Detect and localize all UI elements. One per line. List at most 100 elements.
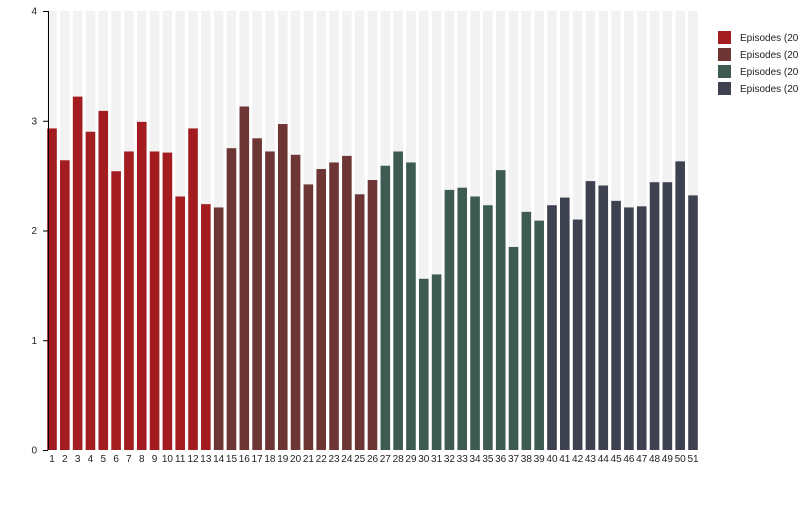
x-tick-label: 38	[521, 454, 533, 465]
x-tick-label: 25	[354, 454, 366, 465]
legend-label: Episodes (20	[740, 84, 799, 95]
bar-12	[188, 128, 198, 450]
x-tick-label: 34	[469, 454, 481, 465]
bar-44	[598, 185, 609, 450]
legend-swatch	[718, 65, 731, 78]
bar-29	[406, 162, 416, 450]
x-tick-label: 2	[62, 454, 68, 465]
bar-22	[316, 169, 327, 451]
x-tick-label: 17	[252, 454, 264, 465]
bar-51	[688, 195, 698, 450]
x-tick-label: 47	[636, 454, 648, 465]
x-tick-label: 23	[328, 454, 340, 465]
x-tick-label: 48	[649, 454, 661, 465]
x-tick-label: 37	[508, 454, 520, 465]
bar-1	[47, 128, 57, 450]
bar-37	[508, 246, 519, 450]
bar-27	[380, 165, 391, 450]
bar-43	[585, 181, 596, 451]
bar-24	[342, 155, 352, 450]
x-tick-label: 50	[675, 454, 687, 465]
x-tick-label: 3	[75, 454, 81, 465]
bar-38	[521, 211, 532, 450]
bar-30	[418, 278, 429, 450]
x-tick-label: 21	[303, 454, 315, 465]
bar-11	[175, 196, 185, 450]
bar-stripe	[418, 11, 429, 450]
x-tick-label: 41	[559, 454, 571, 465]
bar-8	[136, 121, 147, 450]
bars	[47, 96, 698, 451]
x-tick-label: 20	[290, 454, 302, 465]
y-tick-label: 3	[31, 116, 37, 127]
bar-5	[98, 110, 109, 450]
bar-28	[393, 151, 403, 451]
bar-23	[329, 162, 339, 450]
x-tick-label: 27	[380, 454, 392, 465]
x-tick-label: 14	[213, 454, 225, 465]
bar-21	[303, 184, 314, 450]
bar-15	[226, 148, 237, 450]
x-tick-label: 24	[341, 454, 353, 465]
x-tick-label: 30	[418, 454, 430, 465]
bar-39	[534, 220, 544, 450]
x-tick-label: 12	[187, 454, 199, 465]
x-tick-label: 43	[585, 454, 597, 465]
x-tick-label: 19	[277, 454, 289, 465]
bar-9	[149, 151, 160, 451]
bar-20	[290, 154, 301, 450]
bar-4	[85, 131, 96, 450]
x-tick-label: 45	[611, 454, 623, 465]
legend-swatch	[718, 48, 731, 61]
legend-swatch	[718, 31, 731, 44]
bar-40	[547, 205, 557, 450]
y-tick-label: 0	[31, 446, 37, 457]
bar-13	[201, 204, 211, 450]
bar-48	[649, 182, 660, 450]
legend-swatch	[718, 82, 731, 95]
bar-35	[483, 205, 493, 450]
y-axis-ticks: 0 1 2 3 4	[31, 7, 48, 457]
x-tick-label: 44	[598, 454, 610, 465]
bar-stripe	[431, 11, 442, 450]
bar-25	[354, 194, 365, 450]
legend-label: Episodes (20	[740, 67, 799, 78]
bar-17	[252, 138, 262, 450]
x-tick-label: 7	[126, 454, 132, 465]
bar-3	[72, 96, 83, 450]
x-tick-label: 22	[316, 454, 328, 465]
bar-6	[111, 171, 121, 451]
bar-31	[431, 274, 442, 450]
x-tick-label: 9	[152, 454, 158, 465]
x-tick-label: 36	[495, 454, 507, 465]
x-tick-label: 46	[623, 454, 635, 465]
bar-45	[611, 200, 621, 450]
x-tick-label: 42	[572, 454, 584, 465]
x-tick-label: 39	[534, 454, 546, 465]
bar-14	[213, 207, 224, 450]
y-tick-label: 1	[31, 336, 37, 347]
y-tick-label: 2	[31, 226, 37, 237]
x-tick-label: 16	[239, 454, 251, 465]
bar-47	[636, 206, 647, 450]
bar-32	[444, 189, 455, 450]
bar-10	[162, 152, 173, 450]
x-tick-label: 11	[175, 454, 186, 465]
bar-26	[367, 180, 378, 450]
y-tick-label: 4	[31, 7, 37, 18]
bar-2	[60, 160, 70, 450]
x-tick-label: 5	[100, 454, 106, 465]
x-tick-label: 8	[139, 454, 145, 465]
bar-19	[277, 124, 288, 450]
bar-50	[675, 161, 685, 451]
x-tick-label: 31	[431, 454, 443, 465]
x-tick-label: 29	[405, 454, 417, 465]
x-tick-label: 28	[393, 454, 405, 465]
legend-label: Episodes (20	[740, 33, 799, 44]
x-tick-label: 40	[546, 454, 558, 465]
bar-stripe	[508, 11, 519, 450]
bar-7	[124, 151, 134, 451]
bar-42	[572, 219, 583, 450]
x-tick-label: 15	[226, 454, 238, 465]
bar-33	[457, 187, 468, 450]
